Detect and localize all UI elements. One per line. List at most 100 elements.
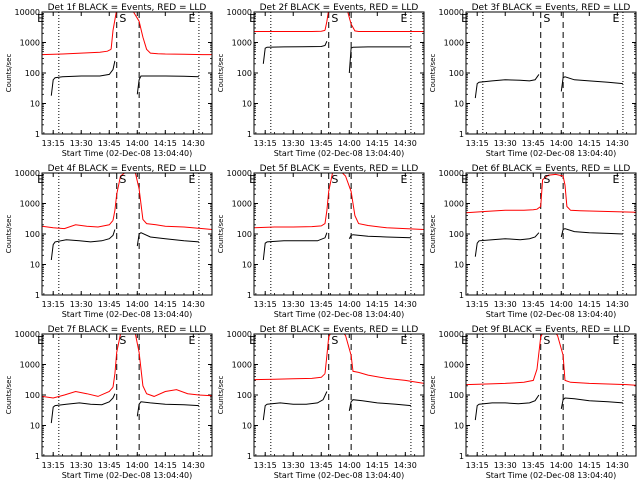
lld-rate-line <box>466 334 636 386</box>
lld-rate-line <box>42 48 112 56</box>
lld-rate-line <box>254 373 326 381</box>
start-marker: S <box>119 12 126 25</box>
y-axis-label: Counts/sec <box>217 54 225 93</box>
x-tick-label: 14:30 <box>394 461 417 470</box>
y-tick-label: 10000 <box>439 8 464 17</box>
y-tick-label: 1000 <box>20 39 40 48</box>
x-tick-label: 13:15 <box>254 461 277 470</box>
y-tick-label: 10000 <box>227 330 252 339</box>
panel-title: Det 2f BLACK = Events, RED = LLD <box>260 3 419 13</box>
y-tick-label: 100 <box>237 230 252 239</box>
y-axis-label: Counts/sec <box>5 54 13 93</box>
event-rate-line <box>348 46 411 74</box>
start-marker: S <box>119 173 126 186</box>
detector-panel: Det 7f BLACK = Events, RED = LLD Counts/s… <box>5 325 213 480</box>
detector-panel: Det 6f BLACK = Events, RED = LLD Counts/s… <box>429 164 637 319</box>
event-rate-line <box>474 394 540 421</box>
y-tick-label: 100 <box>237 391 252 400</box>
detector-panel: Det 5f BLACK = Events, RED = LLD Counts/s… <box>217 164 425 319</box>
y-tick-label: 10 <box>30 422 40 431</box>
event-rate-line <box>262 40 328 64</box>
y-tick-label: 1000 <box>20 200 40 209</box>
x-axis-label: Start Time (02-Dec-08 13:04:40) <box>62 471 193 480</box>
x-tick-label: 14:15 <box>366 139 389 148</box>
x-tick-label: 13:15 <box>254 300 277 309</box>
x-tick-label: 14:15 <box>154 461 177 470</box>
y-tick-label: 1000 <box>232 200 252 209</box>
x-tick-label: 14:30 <box>182 300 205 309</box>
y-tick-label: 100 <box>25 391 40 400</box>
end-marker: E <box>37 12 44 25</box>
y-tick-label: 10000 <box>15 330 40 339</box>
lld-rate-line <box>112 173 212 230</box>
event-rate-line <box>50 229 116 261</box>
y-tick-label: 1 <box>35 452 40 461</box>
x-tick-label: 14:00 <box>126 300 149 309</box>
plot-frame <box>253 172 425 296</box>
event-rate-line <box>136 75 199 95</box>
x-axis-label: Start Time (02-Dec-08 13:04:40) <box>62 310 193 319</box>
x-tick-label: 13:30 <box>70 300 93 309</box>
panel-title: Det 8f BLACK = Events, RED = LLD <box>260 325 419 335</box>
y-tick-label: 1000 <box>444 200 464 209</box>
y-axis-label: Counts/sec <box>217 376 225 415</box>
y-tick-label: 100 <box>449 69 464 78</box>
x-tick-label: 14:15 <box>154 300 177 309</box>
y-tick-label: 10000 <box>227 8 252 17</box>
event-rate-line <box>136 232 199 247</box>
panel-title: Det 4f BLACK = Events, RED = LLD <box>48 164 207 174</box>
end-marker: E <box>249 12 256 25</box>
start-marker: S <box>331 12 338 25</box>
y-tick-label: 1 <box>247 291 252 300</box>
x-tick-label: 13:15 <box>42 139 65 148</box>
x-tick-label: 14:30 <box>394 139 417 148</box>
plot-frame <box>253 11 425 135</box>
end-marker: E <box>400 12 407 25</box>
x-tick-label: 14:15 <box>366 461 389 470</box>
plot-frame <box>253 333 425 457</box>
lld-rate-line <box>254 173 424 230</box>
panel-title: Det 5f BLACK = Events, RED = LLD <box>260 164 419 174</box>
event-rate-line <box>262 391 328 421</box>
event-rate-line <box>560 76 623 92</box>
y-tick-label: 10000 <box>227 169 252 178</box>
x-tick-label: 13:30 <box>282 139 305 148</box>
lld-rate-line <box>42 220 114 230</box>
event-rate-line <box>50 393 116 424</box>
x-tick-label: 14:30 <box>182 461 205 470</box>
x-tick-label: 14:00 <box>338 461 361 470</box>
event-rate-line <box>560 397 623 409</box>
y-tick-label: 100 <box>449 391 464 400</box>
start-marker: S <box>543 12 550 25</box>
y-axis-label: Counts/sec <box>217 215 225 254</box>
start-marker: S <box>331 334 338 347</box>
panel-title: Det 9f BLACK = Events, RED = LLD <box>472 325 631 335</box>
y-tick-label: 10000 <box>15 169 40 178</box>
x-tick-label: 13:15 <box>254 139 277 148</box>
x-tick-label: 14:15 <box>578 139 601 148</box>
x-tick-label: 13:15 <box>42 461 65 470</box>
x-tick-label: 14:15 <box>578 300 601 309</box>
panel-title: Det 7f BLACK = Events, RED = LLD <box>48 325 207 335</box>
x-tick-label: 14:00 <box>550 300 573 309</box>
y-tick-label: 1 <box>247 130 252 139</box>
detector-panel: Det 2f BLACK = Events, RED = LLD Counts/s… <box>217 3 425 158</box>
y-tick-label: 1 <box>247 452 252 461</box>
x-axis-label: Start Time (02-Dec-08 13:04:40) <box>486 471 617 480</box>
y-axis-label: Counts/sec <box>429 215 437 254</box>
plot-frame <box>41 172 213 296</box>
x-tick-label: 13:45 <box>310 139 333 148</box>
y-tick-label: 10 <box>30 261 40 270</box>
x-tick-label: 13:30 <box>282 461 305 470</box>
x-tick-label: 13:45 <box>310 300 333 309</box>
y-tick-label: 1 <box>459 452 464 461</box>
end-marker: E <box>188 173 195 186</box>
panel-title: Det 1f BLACK = Events, RED = LLD <box>48 3 207 13</box>
y-tick-label: 1000 <box>20 361 40 370</box>
plot-frame <box>41 333 213 457</box>
event-rate-line <box>474 232 540 257</box>
lld-rate-line <box>466 173 636 214</box>
end-marker: E <box>612 12 619 25</box>
x-tick-label: 13:45 <box>310 461 333 470</box>
